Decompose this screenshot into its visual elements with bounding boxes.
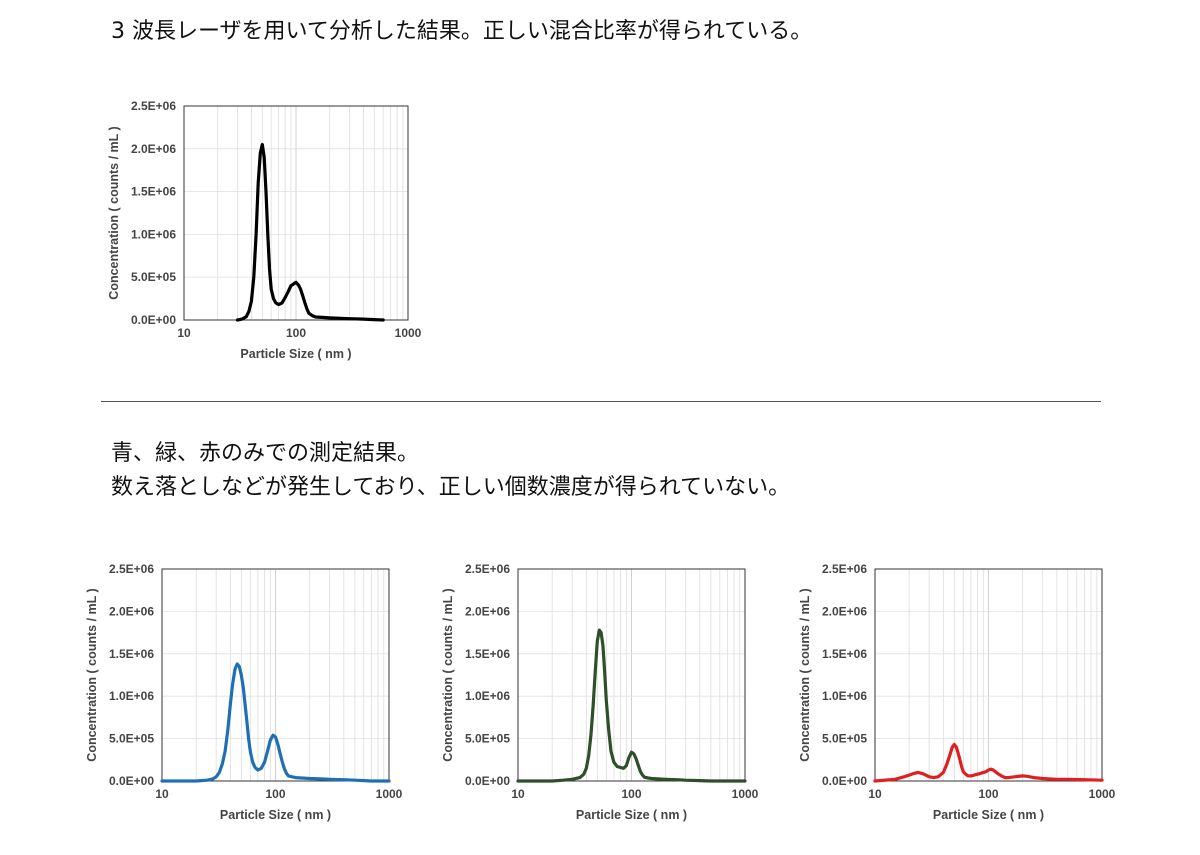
y-tick-label: 1.0E+06 bbox=[822, 689, 867, 703]
plot-frame bbox=[161, 568, 390, 782]
x-tick-label: 1000 bbox=[1089, 787, 1116, 801]
y-axis-title: Concentration ( counts / mL ) bbox=[441, 588, 455, 761]
y-tick-label: 5.0E+05 bbox=[131, 270, 176, 284]
y-tick-label: 5.0E+05 bbox=[822, 732, 867, 746]
y-tick-label: 2.0E+06 bbox=[131, 142, 176, 156]
y-tick-label: 2.0E+06 bbox=[822, 604, 867, 618]
y-tick-label: 1.0E+06 bbox=[465, 689, 510, 703]
y-tick-label: 1.5E+06 bbox=[109, 647, 154, 661]
y-tick-label: 1.5E+06 bbox=[465, 647, 510, 661]
x-tick-label: 100 bbox=[978, 787, 998, 801]
x-axis-title: Particle Size ( nm ) bbox=[220, 808, 331, 822]
y-axis-title: Concentration ( counts / mL ) bbox=[798, 588, 812, 761]
plot-frame bbox=[517, 568, 746, 782]
y-axis-title: Concentration ( counts / mL ) bbox=[85, 588, 99, 761]
y-tick-label: 5.0E+05 bbox=[465, 732, 510, 746]
plot-frame bbox=[183, 105, 409, 321]
caption-bottom: 青、緑、赤のみでの測定結果。 数え落としなどが発生しており、正しい個数濃度が得ら… bbox=[111, 437, 790, 505]
series-line bbox=[160, 662, 391, 783]
y-tick-label: 1.5E+06 bbox=[131, 185, 176, 199]
x-tick-label: 1000 bbox=[395, 326, 422, 340]
y-tick-label: 5.0E+05 bbox=[109, 732, 154, 746]
y-tick-label: 2.0E+06 bbox=[465, 604, 510, 618]
y-tick-label: 0.0E+00 bbox=[465, 774, 510, 788]
y-tick-label: 1.0E+06 bbox=[109, 689, 154, 703]
y-tick-label: 0.0E+00 bbox=[109, 774, 154, 788]
x-tick-label: 10 bbox=[155, 787, 169, 801]
y-tick-label: 1.0E+06 bbox=[131, 227, 176, 241]
x-tick-label: 100 bbox=[265, 787, 285, 801]
x-axis-title: Particle Size ( nm ) bbox=[933, 808, 1044, 822]
y-tick-label: 2.5E+06 bbox=[465, 562, 510, 576]
y-tick-label: 2.0E+06 bbox=[109, 604, 154, 618]
y-tick-label: 2.5E+06 bbox=[109, 562, 154, 576]
x-axis-title: Particle Size ( nm ) bbox=[576, 808, 687, 822]
x-tick-label: 10 bbox=[177, 326, 191, 340]
divider bbox=[101, 401, 1101, 402]
series-line bbox=[516, 628, 747, 783]
x-tick-label: 10 bbox=[511, 787, 525, 801]
x-tick-label: 1000 bbox=[732, 787, 759, 801]
y-tick-label: 2.5E+06 bbox=[822, 562, 867, 576]
series-line bbox=[235, 142, 385, 322]
y-tick-label: 2.5E+06 bbox=[131, 99, 176, 113]
caption-bottom-line1: 青、緑、赤のみでの測定結果。 bbox=[111, 441, 420, 466]
x-axis-title: Particle Size ( nm ) bbox=[240, 347, 351, 361]
x-tick-label: 1000 bbox=[376, 787, 403, 801]
caption-bottom-line2: 数え落としなどが発生しており、正しい個数濃度が得られていない。 bbox=[111, 475, 791, 500]
y-axis-title: Concentration ( counts / mL ) bbox=[107, 126, 121, 299]
y-tick-label: 0.0E+00 bbox=[822, 774, 867, 788]
x-tick-label: 10 bbox=[868, 787, 882, 801]
x-tick-label: 100 bbox=[286, 326, 306, 340]
y-tick-label: 1.5E+06 bbox=[822, 647, 867, 661]
y-tick-label: 0.0E+00 bbox=[131, 313, 176, 327]
caption-top: 3 波長レーザを用いて分析した結果。正しい混合比率が得られている。 bbox=[111, 19, 813, 44]
series-line bbox=[873, 742, 1104, 783]
plot-frame bbox=[874, 568, 1103, 782]
x-tick-label: 100 bbox=[621, 787, 641, 801]
